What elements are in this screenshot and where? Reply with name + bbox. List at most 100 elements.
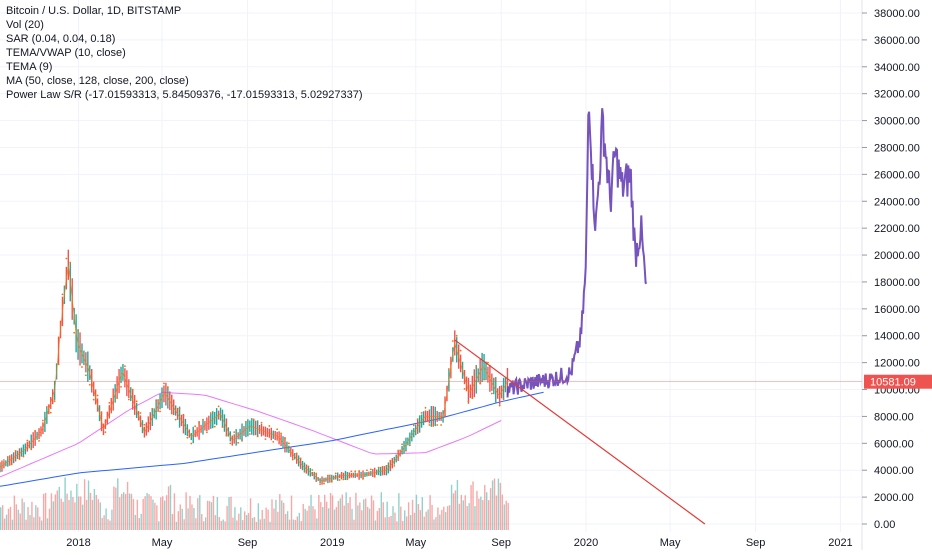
volume-bar xyxy=(495,495,498,530)
volume-bar xyxy=(478,498,480,530)
volume-bar xyxy=(279,494,281,530)
y-tick-label: 36000.00 xyxy=(874,35,920,47)
volume-bar xyxy=(146,492,148,530)
sar-dot xyxy=(10,463,13,466)
volume-bar xyxy=(439,514,441,530)
volume-bar xyxy=(99,502,101,530)
sar-dot xyxy=(26,439,29,442)
volume-bar xyxy=(48,508,51,530)
volume-bar xyxy=(423,516,425,530)
volume-bar xyxy=(70,490,72,530)
volume-bar xyxy=(277,511,279,530)
sar-dot xyxy=(209,412,212,414)
sar-dot xyxy=(229,442,232,445)
sar-dot xyxy=(377,466,380,469)
volume-bar xyxy=(224,521,226,530)
volume-bar xyxy=(247,513,250,530)
volume-bar xyxy=(427,509,429,530)
volume-bar xyxy=(286,511,289,530)
sar-dot xyxy=(194,425,197,428)
volume-bar xyxy=(236,520,238,530)
volume-bar xyxy=(11,519,14,530)
sar-dot xyxy=(272,440,275,443)
y-tick-label: 14000.00 xyxy=(874,331,920,343)
volume-bar xyxy=(85,499,88,530)
volume-bar xyxy=(390,515,392,530)
volume-bar xyxy=(263,518,265,530)
sar-dot xyxy=(412,424,415,427)
volume-bar xyxy=(201,514,203,530)
volume-bar xyxy=(158,521,160,530)
volume-bar xyxy=(121,493,123,530)
x-tick-label: May xyxy=(405,537,426,549)
volume-bar xyxy=(310,494,312,530)
sar-dot xyxy=(350,470,353,473)
sar-dot xyxy=(100,412,103,414)
sar-dot xyxy=(237,441,240,444)
sar-dot xyxy=(233,431,236,434)
volume-bar xyxy=(136,499,139,530)
volume-bar xyxy=(493,478,496,530)
volume-bar xyxy=(251,517,254,530)
sar-dot xyxy=(120,385,122,388)
volume-bar xyxy=(245,515,248,530)
volume-bar xyxy=(113,486,115,530)
sar-dot xyxy=(151,407,154,410)
sar-dot xyxy=(444,414,446,417)
volume-bar xyxy=(402,520,404,530)
x-tick-label: Sep xyxy=(238,537,258,549)
volume-bar xyxy=(382,502,384,530)
volume-bar xyxy=(421,497,423,530)
volume-bar xyxy=(405,516,408,530)
volume-bar xyxy=(357,505,359,530)
sar-dot xyxy=(49,411,52,414)
volume-bar xyxy=(355,492,357,530)
y-tick-label: 4000.00 xyxy=(874,465,914,477)
volume-bar xyxy=(148,494,150,530)
sar-dot xyxy=(0,462,1,464)
volume-bar xyxy=(87,480,90,530)
volume-bar xyxy=(271,499,273,530)
volume-bar xyxy=(179,504,181,530)
volume-bar xyxy=(126,481,129,530)
volume-bar xyxy=(46,518,49,530)
legend-power-law: Power Law S/R (-17.01593313, 5.84509376,… xyxy=(6,89,363,101)
volume-bar xyxy=(329,492,332,530)
volume-bar xyxy=(497,478,500,530)
sar-dot xyxy=(256,435,259,438)
y-tick-label: 34000.00 xyxy=(874,62,920,74)
sar-dot xyxy=(38,439,40,442)
volume-bar xyxy=(443,506,445,530)
volume-bar xyxy=(314,509,316,530)
volume-bar xyxy=(431,504,433,530)
volume-bar xyxy=(448,505,451,530)
volume-bar xyxy=(240,507,242,530)
y-tick-label: 18000.00 xyxy=(874,277,920,289)
volume-bar xyxy=(413,512,416,530)
sar-dot xyxy=(448,368,450,370)
volume-bar xyxy=(160,497,162,530)
volume-bar xyxy=(460,494,463,530)
sar-dot xyxy=(362,477,364,480)
sar-dot xyxy=(315,472,318,475)
sar-dot xyxy=(475,366,478,369)
y-tick-label: 30000.00 xyxy=(874,116,920,128)
volume-bar xyxy=(60,498,62,530)
volume-bar xyxy=(183,519,185,530)
sar-dot xyxy=(498,404,501,407)
volume-bar xyxy=(374,520,377,530)
volume-bar xyxy=(433,519,435,530)
sar-dot xyxy=(299,457,302,460)
volume-bar xyxy=(1,505,4,530)
projection-line xyxy=(506,108,648,398)
volume-bar xyxy=(134,514,137,530)
sar-dot xyxy=(34,430,37,433)
volume-bar xyxy=(435,517,437,530)
sar-dot xyxy=(139,412,142,414)
sar-dot xyxy=(57,363,60,366)
sar-dot xyxy=(307,465,310,468)
volume-bar xyxy=(218,516,221,530)
volume-bar xyxy=(306,510,308,530)
